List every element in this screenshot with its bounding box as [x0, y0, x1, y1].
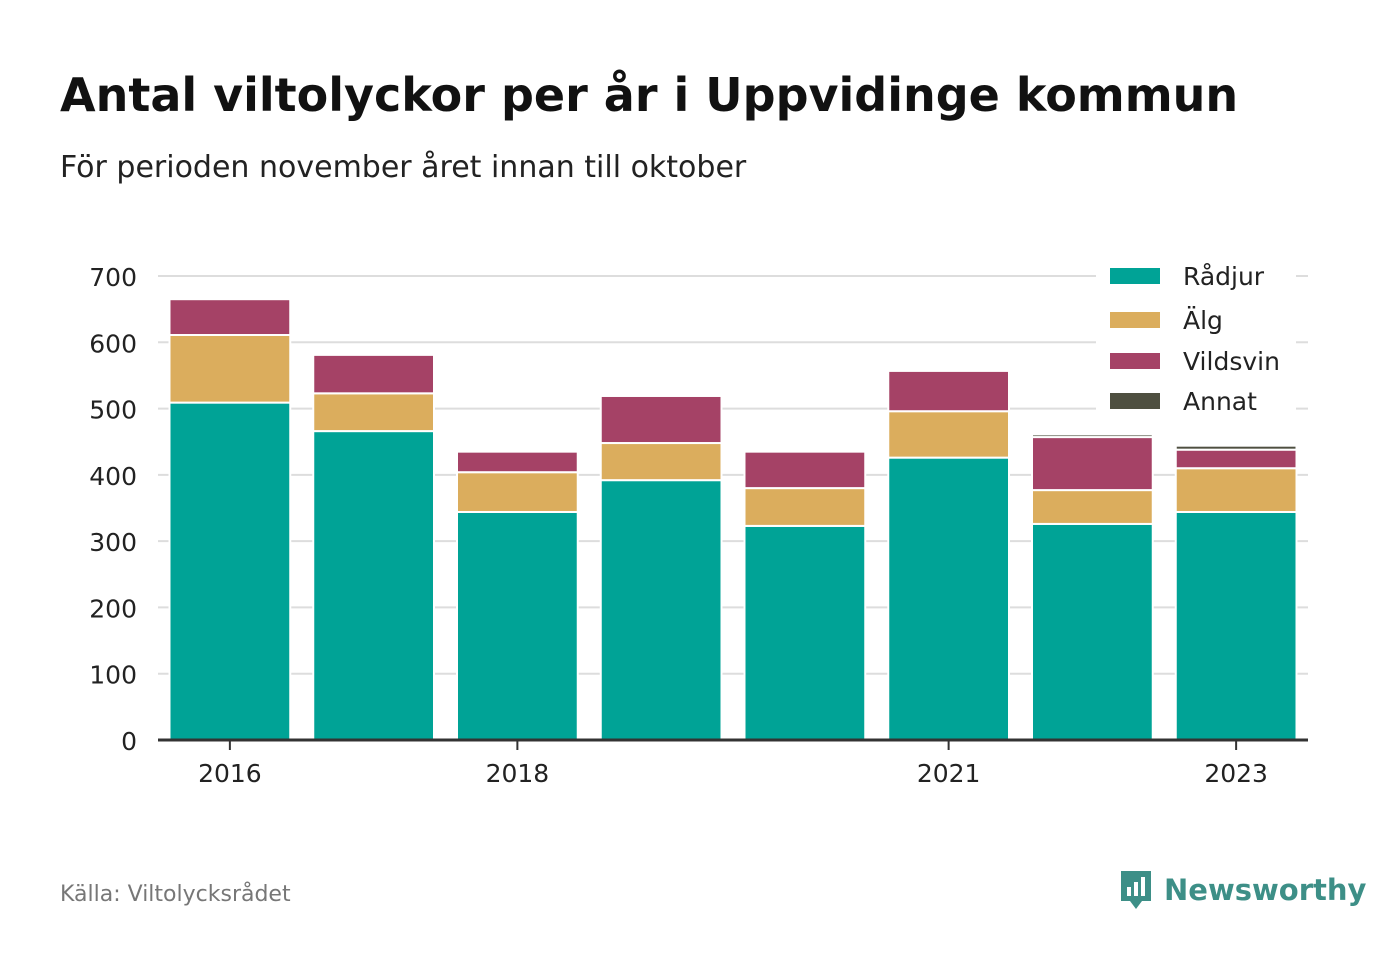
bar-segment	[1031, 489, 1154, 525]
legend-swatch	[1110, 312, 1160, 328]
bar-segment	[456, 471, 579, 513]
bar-segment	[1031, 436, 1154, 492]
bar-segment	[312, 353, 435, 395]
bar-segment	[312, 430, 435, 741]
legend-swatch	[1110, 393, 1160, 409]
y-tick-label: 400	[89, 462, 137, 491]
bar-segment	[743, 524, 867, 742]
bar-segment	[599, 442, 723, 482]
bar-segment	[1174, 448, 1298, 470]
x-tick-label: 2021	[917, 759, 981, 788]
bar-segment	[312, 392, 435, 433]
bar-segment	[456, 450, 579, 474]
legend-label: Älg	[1183, 306, 1223, 335]
bar-segment	[1174, 467, 1298, 513]
source-note: Källa: Viltolycksrådet	[60, 882, 291, 907]
bar-segment	[1031, 522, 1154, 741]
bar-segment	[887, 456, 1010, 741]
bar-segment	[1174, 444, 1298, 451]
bar-segment	[887, 410, 1010, 459]
y-tick-label: 600	[89, 329, 137, 358]
legend-swatch	[1110, 353, 1160, 369]
bar-segment	[887, 369, 1010, 413]
legend-swatch	[1110, 268, 1160, 284]
bar-segment	[887, 367, 1010, 372]
bar-segment	[168, 401, 292, 741]
y-tick-label: 200	[89, 594, 137, 623]
y-tick-label: 300	[89, 528, 137, 557]
legend-label: Vildsvin	[1183, 347, 1280, 376]
x-tick-label: 2016	[198, 759, 262, 788]
bar-segment	[1174, 510, 1298, 741]
bar-segment	[168, 333, 292, 404]
legend-label: Annat	[1183, 387, 1257, 416]
bar-segment	[1031, 433, 1154, 439]
bar-segment	[599, 479, 723, 741]
newsworthy-logo-icon	[1121, 871, 1151, 909]
y-tick-label: 500	[89, 396, 137, 425]
x-tick-label: 2018	[486, 759, 550, 788]
y-tick-label: 0	[121, 727, 137, 756]
bar-segment	[743, 487, 867, 527]
bar-segment	[168, 298, 292, 336]
chart-subtitle: För perioden november året innan till ok…	[60, 150, 747, 185]
legend-label: Rådjur	[1183, 262, 1265, 291]
bar-segment	[743, 450, 867, 490]
chart-title: Antal viltolyckor per år i Uppvidinge ko…	[60, 68, 1239, 122]
y-tick-label: 100	[89, 661, 137, 690]
bar-segment	[456, 510, 579, 741]
brand-name: Newsworthy	[1164, 873, 1367, 907]
y-tick-label: 700	[89, 263, 137, 292]
x-tick-label: 2023	[1204, 759, 1268, 788]
brand-logo: Newsworthy	[1118, 868, 1366, 912]
bar-segment	[599, 394, 723, 445]
